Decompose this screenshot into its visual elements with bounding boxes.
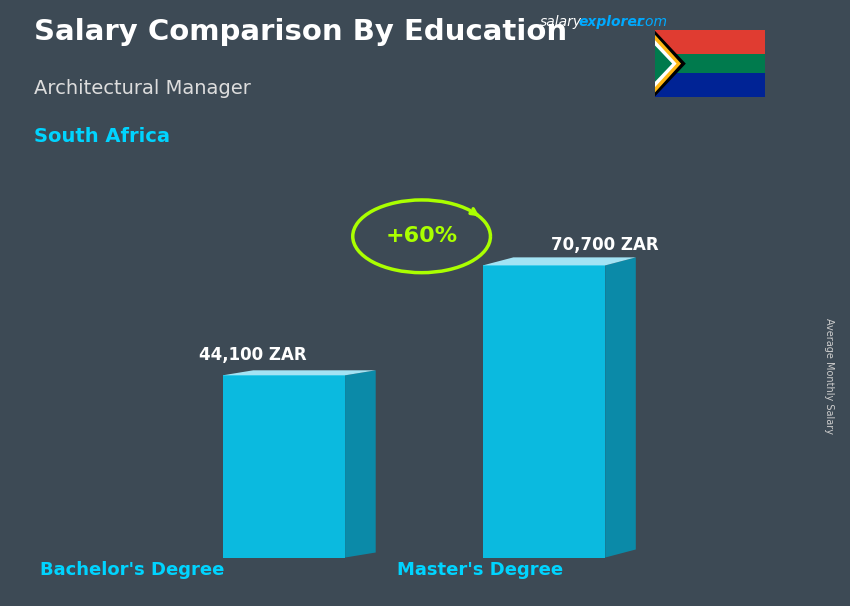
Text: 44,100 ZAR: 44,100 ZAR: [200, 347, 307, 364]
Bar: [654, 55, 765, 73]
Polygon shape: [483, 258, 636, 265]
Text: salary: salary: [540, 15, 582, 29]
Text: Salary Comparison By Education: Salary Comparison By Education: [34, 18, 567, 46]
Bar: [223, 375, 345, 558]
Text: Average Monthly Salary: Average Monthly Salary: [824, 318, 834, 434]
Bar: [654, 30, 765, 64]
Bar: [654, 64, 765, 97]
Text: .com: .com: [633, 15, 667, 29]
Text: Architectural Manager: Architectural Manager: [34, 79, 251, 98]
Polygon shape: [654, 39, 677, 88]
Polygon shape: [654, 30, 686, 97]
Text: Bachelor's Degree: Bachelor's Degree: [40, 561, 224, 579]
Text: explorer: explorer: [579, 15, 644, 29]
Bar: [483, 265, 605, 558]
Text: Master's Degree: Master's Degree: [397, 561, 564, 579]
Polygon shape: [605, 258, 636, 558]
Polygon shape: [223, 370, 376, 375]
Polygon shape: [654, 45, 672, 82]
Text: +60%: +60%: [386, 226, 457, 246]
Text: South Africa: South Africa: [34, 127, 170, 146]
Polygon shape: [654, 35, 681, 93]
Text: 70,700 ZAR: 70,700 ZAR: [552, 236, 659, 255]
Polygon shape: [345, 370, 376, 558]
